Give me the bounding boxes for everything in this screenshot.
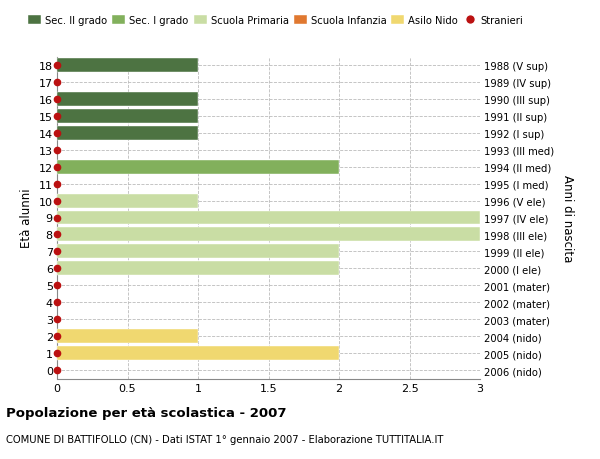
Y-axis label: Anni di nascita: Anni di nascita xyxy=(561,174,574,262)
Y-axis label: Età alunni: Età alunni xyxy=(20,188,33,248)
Bar xyxy=(57,127,198,140)
Legend: Sec. II grado, Sec. I grado, Scuola Primaria, Scuola Infanzia, Asilo Nido, Stran: Sec. II grado, Sec. I grado, Scuola Prim… xyxy=(28,16,523,26)
Bar xyxy=(57,110,198,123)
Bar xyxy=(57,262,339,276)
Bar xyxy=(57,160,339,174)
Bar xyxy=(57,245,339,259)
Bar xyxy=(57,211,480,225)
Bar xyxy=(57,228,480,242)
Bar xyxy=(57,194,198,208)
Bar xyxy=(57,330,198,343)
Bar xyxy=(57,347,339,360)
Bar xyxy=(57,59,198,73)
Text: Popolazione per età scolastica - 2007: Popolazione per età scolastica - 2007 xyxy=(6,406,287,419)
Bar xyxy=(57,93,198,106)
Text: COMUNE DI BATTIFOLLO (CN) - Dati ISTAT 1° gennaio 2007 - Elaborazione TUTTITALIA: COMUNE DI BATTIFOLLO (CN) - Dati ISTAT 1… xyxy=(6,434,443,444)
